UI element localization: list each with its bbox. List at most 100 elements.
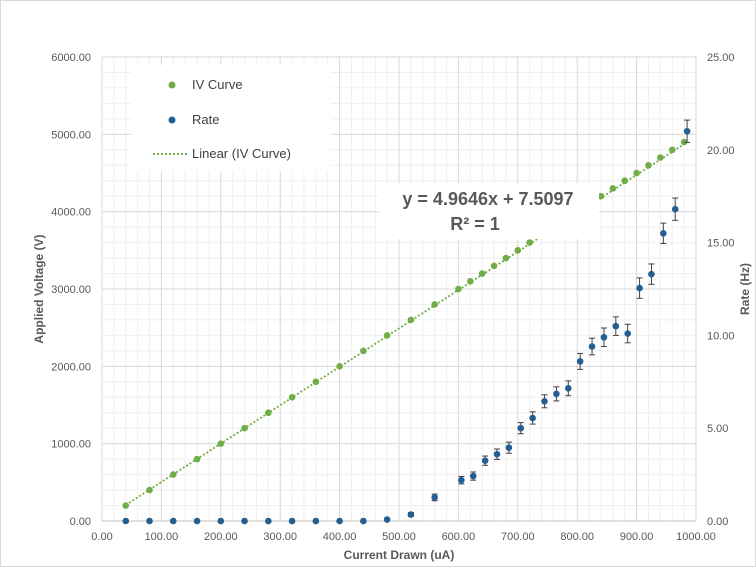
iv-curve-point [466,277,474,285]
rate-point [564,384,572,392]
rate-point [383,516,391,523]
rate-point [481,457,489,464]
rate-point [336,517,343,525]
rate-point [671,205,679,213]
x-tick-labels: 0.00 100.00 200.00 300.00 400.00 500.00 600.00… [91,531,716,543]
x-tick-label: 100.00 [145,531,179,543]
y2-tick-label: 5.00 [707,423,728,435]
rate-point [288,517,296,525]
iv-curve-point [431,301,438,308]
iv-curve-point [502,254,510,262]
y-tick-label: 1000.00 [51,439,91,451]
legend-box [131,65,331,171]
y2-tick-label: 20.00 [707,145,735,157]
iv-curve-point [609,185,617,192]
x-axis-title: Current Drawn (uA) [344,548,455,562]
iv-curve-point [336,363,343,370]
rate-point [553,390,560,398]
rate-point [217,517,225,525]
rate-point [469,472,477,480]
rate-point [431,494,438,501]
rate-point [517,424,525,432]
iv-curve-point [146,486,153,494]
rate-point [636,284,643,292]
legend-label-rate: Rate [192,112,219,127]
y-tick-label: 4000.00 [51,207,91,219]
rate-point [612,322,620,330]
x-tick-label: 400.00 [323,531,357,543]
x-tick-label: 800.00 [560,531,594,543]
y-axis-title: Applied Voltage (V) [32,234,46,343]
rate-series [122,119,691,525]
rate-point [588,343,596,350]
y2-axis-title: Rate (Hz) [738,263,752,315]
trendline [125,143,685,506]
x-tick-label: 1000.00 [676,531,716,543]
x-tick-label: 0.00 [91,531,112,543]
y2-tick-label: 0.00 [707,516,728,528]
iv-curve-point [217,440,225,447]
rate-point [360,517,367,525]
y-tick-labels: 0.00 1000.00 2000.00 3000.00 4000.00 5000.00 6… [51,52,91,528]
x-tick-label: 300.00 [263,531,297,543]
x-tick-label: 700.00 [501,531,535,543]
rate-point [683,127,691,135]
iv-curve-point [668,146,676,154]
rate-point [529,414,536,422]
iv-curve-point [455,285,462,293]
rate-point [600,333,608,341]
rate-point [648,270,655,278]
iv-curve-point [407,316,415,324]
iv-curve-point [490,262,498,270]
rate-point [458,476,465,484]
iv-curve-point [478,270,486,277]
y2-tick-label: 15.00 [707,238,735,250]
rate-point [265,517,272,525]
iv-curve-point [514,247,522,254]
rate-point [146,517,153,525]
x-tick-label: 900.00 [620,531,654,543]
rate-point [576,358,584,365]
legend-label-trendline: Linear (IV Curve) [192,146,291,161]
rate-point [541,397,548,405]
y-tick-label: 2000.00 [51,361,91,373]
y-tick-label: 0.00 [70,516,91,528]
iv-curve-point [265,409,272,417]
iv-curve-point [657,154,664,161]
trendline-label: y = 4.9646x + 7.5097 R² = 1 [379,183,599,239]
legend-marker-iv-curve [168,81,176,89]
rate-point [193,517,201,525]
trendline-line [125,143,685,506]
x-tick-label: 200.00 [204,531,238,543]
y-tick-label: 6000.00 [51,52,91,64]
iv-curve-point [360,347,367,355]
rate-point [241,517,248,525]
y2-tick-label: 25.00 [707,52,735,64]
trendline-label-bg [379,183,599,239]
y-tick-label: 3000.00 [51,284,91,296]
rate-point [122,517,130,525]
rate-point [624,330,631,337]
trendline-equation: y = 4.9646x + 7.5097 [402,189,573,209]
rate-point [312,517,320,525]
iv-curve-point [288,393,296,401]
iv-curve-point [621,177,629,185]
iv-curve-point [383,332,391,339]
iv-curve-point [169,471,177,478]
legend-label-iv-curve: IV Curve [192,77,243,92]
iv-curve-point [241,424,248,432]
iv-curve-point [193,455,201,463]
legend-marker-rate [168,116,176,124]
rate-point [493,450,501,458]
iv-curve-point [122,502,130,509]
rate-point [169,517,177,525]
y2-tick-label: 10.00 [707,330,735,342]
rate-point [660,230,667,237]
iv-curve-point [312,378,320,386]
y2-tick-labels: 0.00 5.00 10.00 15.00 20.00 25.00 [707,52,735,528]
iv-curve-point [633,169,640,177]
x-tick-label: 500.00 [382,531,416,543]
iv-curve-point [597,192,605,200]
